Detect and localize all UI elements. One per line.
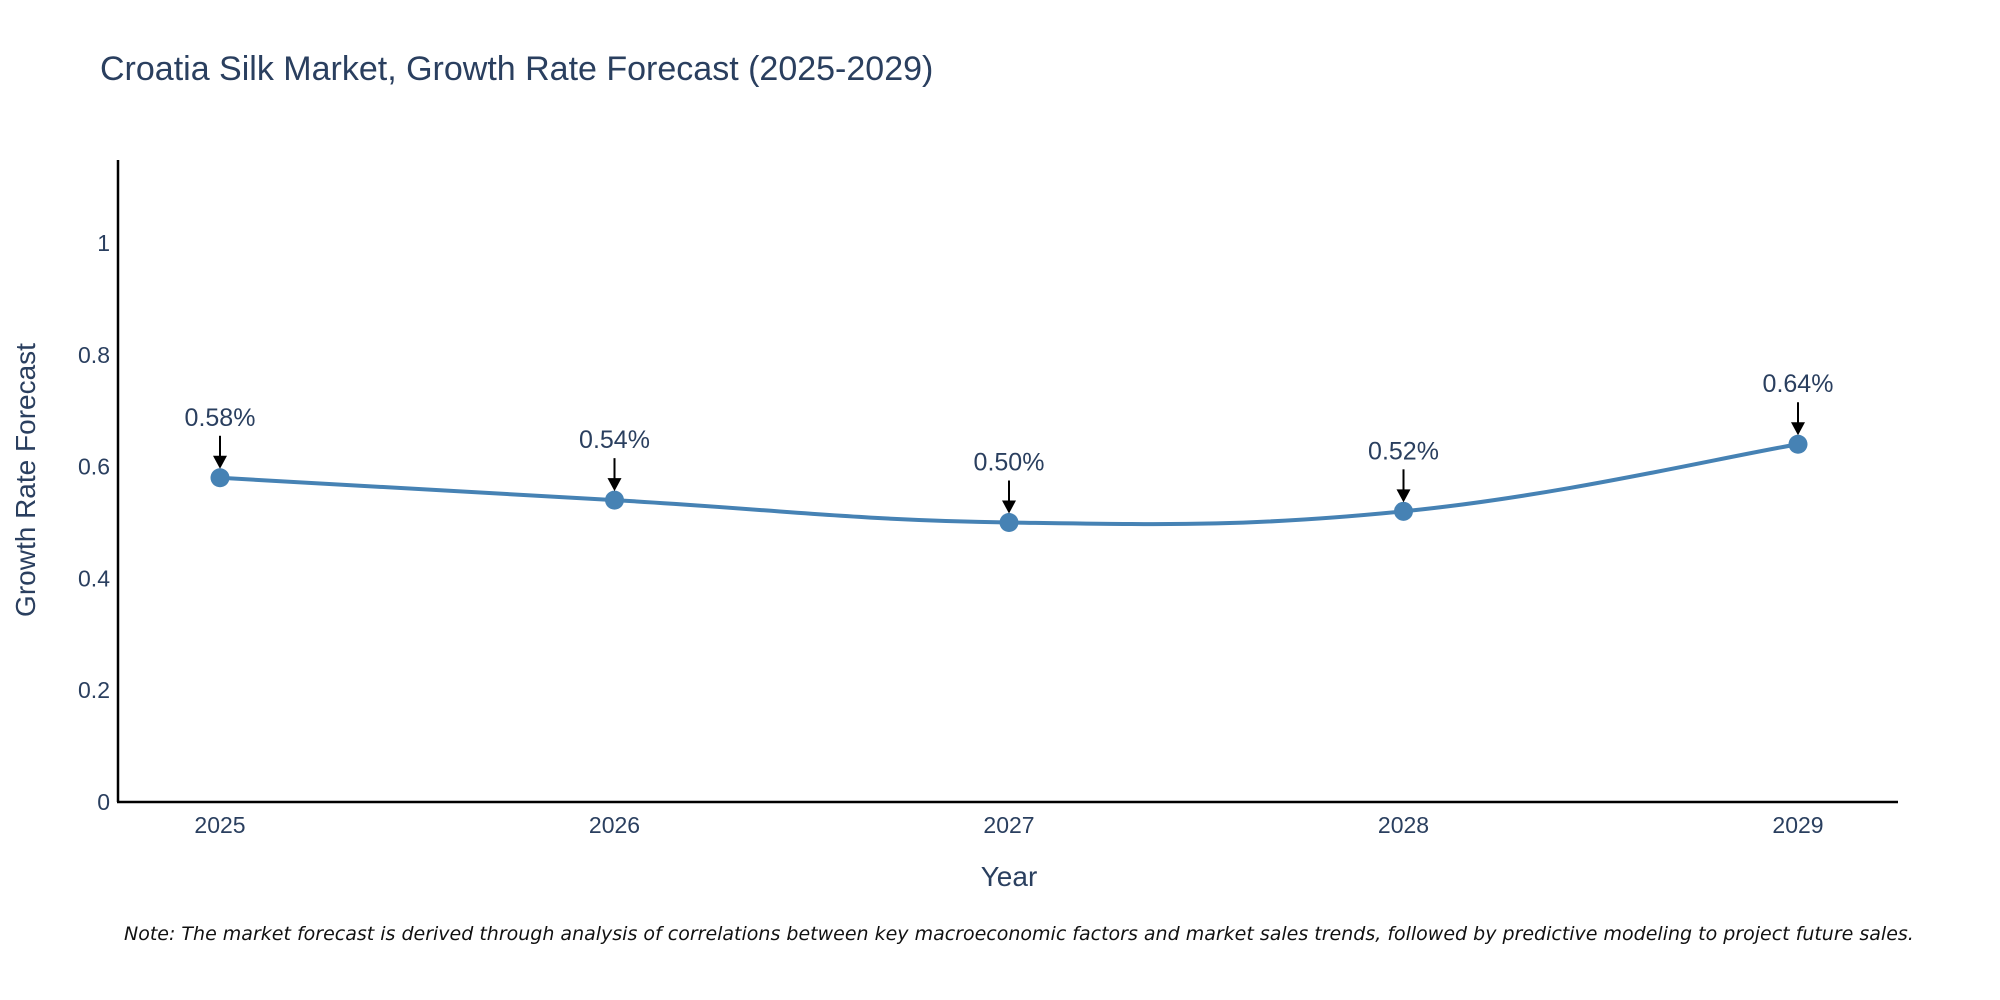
x-tick-label: 2026: [589, 812, 640, 838]
x-tick-label: 2025: [194, 812, 245, 838]
y-axis-title: Growth Rate Forecast: [10, 343, 41, 617]
annotation-arrow-head: [213, 455, 227, 469]
y-tick-label: 0.4: [78, 565, 110, 591]
data-point: [1788, 434, 1808, 454]
data-label: 0.64%: [1763, 370, 1834, 398]
y-tick-label: 0: [97, 789, 110, 815]
x-tick-labels: 2025 2026 2027 2028 2029: [194, 812, 1823, 838]
y-tick-label: 0.6: [78, 454, 110, 480]
data-point: [605, 490, 624, 510]
annotation-arrow-head: [607, 478, 622, 492]
chart-title: Croatia Silk Market, Growth Rate Forecas…: [100, 50, 933, 88]
x-tick-label: 2027: [983, 812, 1034, 838]
annotation-arrow-head: [1396, 489, 1411, 503]
y-tick-labels: 0 0.2 0.4 0.6 0.8 1: [78, 230, 110, 815]
data-point: [1394, 501, 1413, 521]
annotation-arrow-head: [1791, 422, 1805, 436]
y-tick-label: 0.8: [78, 342, 110, 368]
data-label: 0.54%: [579, 426, 650, 454]
y-tick-label: 0.2: [78, 677, 110, 703]
y-tick-label: 1: [97, 230, 110, 256]
x-tick-label: 2028: [1378, 812, 1429, 838]
x-tick-label: 2029: [1772, 812, 1823, 838]
data-label: 0.50%: [974, 449, 1045, 477]
x-axis-title: Year: [981, 861, 1038, 892]
data-point: [999, 513, 1019, 532]
data-label: 0.52%: [1368, 437, 1439, 465]
data-label-annotations: 0.58% 0.54% 0.50% 0.52% 0.64%: [185, 370, 1834, 514]
series-markers: [210, 434, 1808, 532]
data-point: [210, 468, 230, 488]
footnote: Note: The market forecast is derived thr…: [124, 923, 1914, 945]
annotation-arrow-head: [1002, 500, 1016, 514]
data-label: 0.58%: [185, 404, 256, 432]
